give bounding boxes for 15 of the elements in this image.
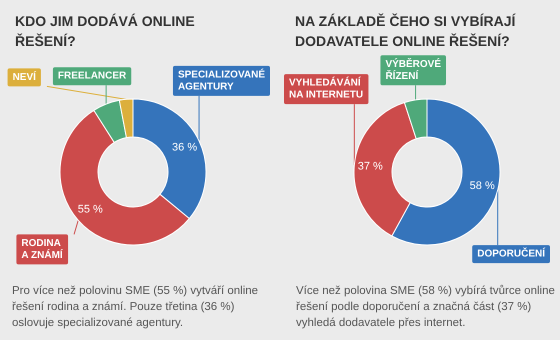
slice-label: FREELANCER xyxy=(58,70,128,82)
data-label: 55 % xyxy=(78,204,103,216)
slice-label: NEVÍ xyxy=(12,70,36,83)
slice-label: RODINA A ZNÁMÍ xyxy=(21,238,63,261)
slice-label: VÝBĚROVÉ ŘÍZENÍ xyxy=(385,58,442,82)
data-label: 58 % xyxy=(470,180,495,192)
data-label: 36 % xyxy=(172,142,198,154)
chart-title: KDO JIM DODÁVÁ ONLINE ŘEŠENÍ? xyxy=(15,13,199,49)
text: Pro více než polovinu SME (55 %) vytváří online řešení rodina a známí. Pouze třetina (36 %) oslovuje specializované agentury. xyxy=(12,285,258,329)
chart-title: NA ZÁKLADĚ ČEHO SI VYBÍRAJÍ DODAVATELE ONLINE ŘEŠENÍ? xyxy=(295,13,520,49)
slice-label: SPECIALIZOVANÉ AGENTURY xyxy=(178,68,266,92)
slice-label: VYHLEDÁVÁNÍ NA INTERNETU xyxy=(289,76,364,101)
slice-label: DOPORUČENÍ xyxy=(477,248,546,260)
text: Více než polovina SME (58 %) vybírá tvůrce online řešení podle doporučení a značná část (37 %) vyhledá dodavatele přes internet. xyxy=(296,284,555,329)
data-label: 37 % xyxy=(358,160,384,173)
